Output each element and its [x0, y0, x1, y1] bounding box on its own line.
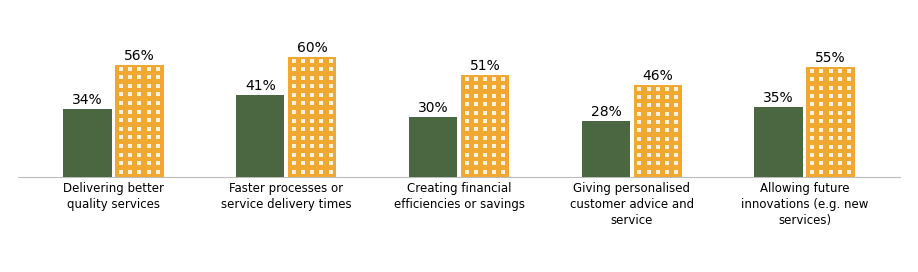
Bar — [582, 121, 630, 177]
Bar — [461, 75, 509, 177]
Bar — [755, 107, 803, 177]
Bar — [63, 109, 112, 177]
Text: 46%: 46% — [643, 69, 673, 83]
Text: 41%: 41% — [245, 79, 275, 93]
Text: 34%: 34% — [73, 93, 103, 107]
Text: 35%: 35% — [764, 91, 794, 105]
Bar — [409, 117, 457, 177]
Text: 56%: 56% — [124, 49, 155, 63]
Text: 30%: 30% — [418, 101, 448, 115]
Bar — [633, 85, 682, 177]
Bar — [115, 65, 163, 177]
Bar — [806, 67, 855, 177]
Text: 51%: 51% — [469, 59, 500, 73]
Text: 28%: 28% — [590, 105, 621, 119]
Bar — [288, 57, 336, 177]
Bar — [236, 95, 285, 177]
Text: 60%: 60% — [297, 41, 328, 55]
Text: 55%: 55% — [815, 51, 845, 65]
